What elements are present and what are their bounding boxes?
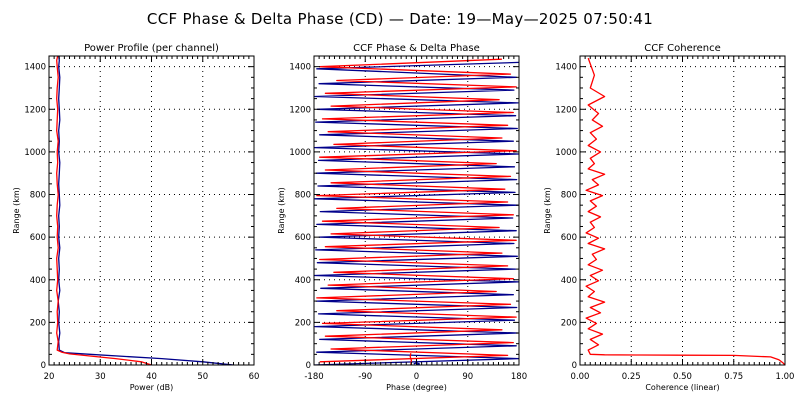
x-tick-label: 1.00 xyxy=(776,372,795,382)
plot-frame xyxy=(48,55,255,366)
chart-phase: -180 -90 0 90 180 0 200 400 600 800 1000 1200 1400 CC… xyxy=(277,43,527,392)
x-tick-label: 0.25 xyxy=(622,372,641,382)
y-axis-label: Range (km) xyxy=(543,187,552,234)
x-tick-label: 0.00 xyxy=(571,372,590,382)
x-tick-label: 90 xyxy=(462,372,473,382)
x-tick-label: 50 xyxy=(197,372,208,382)
series-line-channel_a xyxy=(413,362,420,365)
y-tick-label: 1400 xyxy=(555,63,577,73)
series-line-channel_b xyxy=(585,57,785,365)
x-tick-label: -180 xyxy=(304,372,323,382)
y-tick-label: 600 xyxy=(30,233,46,243)
x-tick-label: 0.50 xyxy=(673,372,692,382)
chart-coherence: 0.00 0.25 0.50 0.75 1.00 0 200 400 600 800 1000 120… xyxy=(543,43,794,392)
x-tick-label: 0.75 xyxy=(724,372,743,382)
series-line-channel_b xyxy=(316,58,517,363)
y-tick-label: 1000 xyxy=(555,148,577,158)
y-tick-label: 1200 xyxy=(289,105,311,115)
y-tick-label: 400 xyxy=(30,276,46,286)
chart-title: CCF Phase & Delta Phase xyxy=(353,43,480,54)
x-tick-label: 40 xyxy=(146,372,157,382)
y-tick-label: 0 xyxy=(572,361,577,371)
y-tick-label: 600 xyxy=(561,233,577,243)
y-tick-label: 1400 xyxy=(24,63,46,73)
chart-power: 20 30 40 50 600200400600800100012001400Power… xyxy=(12,43,259,392)
y-tick-label: 800 xyxy=(295,191,311,201)
y-tick-label: 400 xyxy=(561,276,577,286)
y-tick-label: 200 xyxy=(30,318,46,328)
y-tick-label: 1400 xyxy=(289,63,311,73)
y-tick-label: 800 xyxy=(30,191,46,201)
chart-title: CCF Coherence xyxy=(644,43,721,54)
x-tick-label: -90 xyxy=(358,372,372,382)
y-tick-label: 1200 xyxy=(24,105,46,115)
y-tick-label: 0 xyxy=(306,361,311,371)
x-tick-label: 60 xyxy=(249,372,260,382)
y-tick-label: 800 xyxy=(561,191,577,201)
series-line-channel_a xyxy=(57,56,234,365)
chart-title: Power Profile (per channel) xyxy=(84,43,219,54)
y-tick-label: 200 xyxy=(295,318,311,328)
x-tick-label: 180 xyxy=(511,372,527,382)
series-line-channel_a xyxy=(314,61,519,365)
y-tick-label: 200 xyxy=(561,318,577,328)
y-axis-label: Range (km) xyxy=(277,187,286,234)
x-axis-label: Coherence (linear) xyxy=(645,383,719,392)
y-tick-label: 1000 xyxy=(24,148,46,158)
x-axis-label: Phase (degree) xyxy=(386,383,447,392)
y-axis-label: Range (km) xyxy=(12,187,21,234)
x-tick-label: 30 xyxy=(95,372,106,382)
y-tick-label: 1200 xyxy=(555,105,577,115)
y-tick-label: 0 xyxy=(41,361,46,371)
x-tick-label: 20 xyxy=(44,372,55,382)
y-tick-label: 600 xyxy=(295,233,311,243)
x-axis-label: Power (dB) xyxy=(130,383,174,392)
x-tick-label: 0 xyxy=(414,372,419,382)
y-tick-label: 400 xyxy=(295,276,311,286)
y-tick-label: 1000 xyxy=(289,148,311,158)
series-line-channel_b xyxy=(56,56,152,365)
plot-frame xyxy=(579,55,786,366)
main-title: CCF Phase & Delta Phase (CD) — Date: 19—… xyxy=(146,10,654,28)
